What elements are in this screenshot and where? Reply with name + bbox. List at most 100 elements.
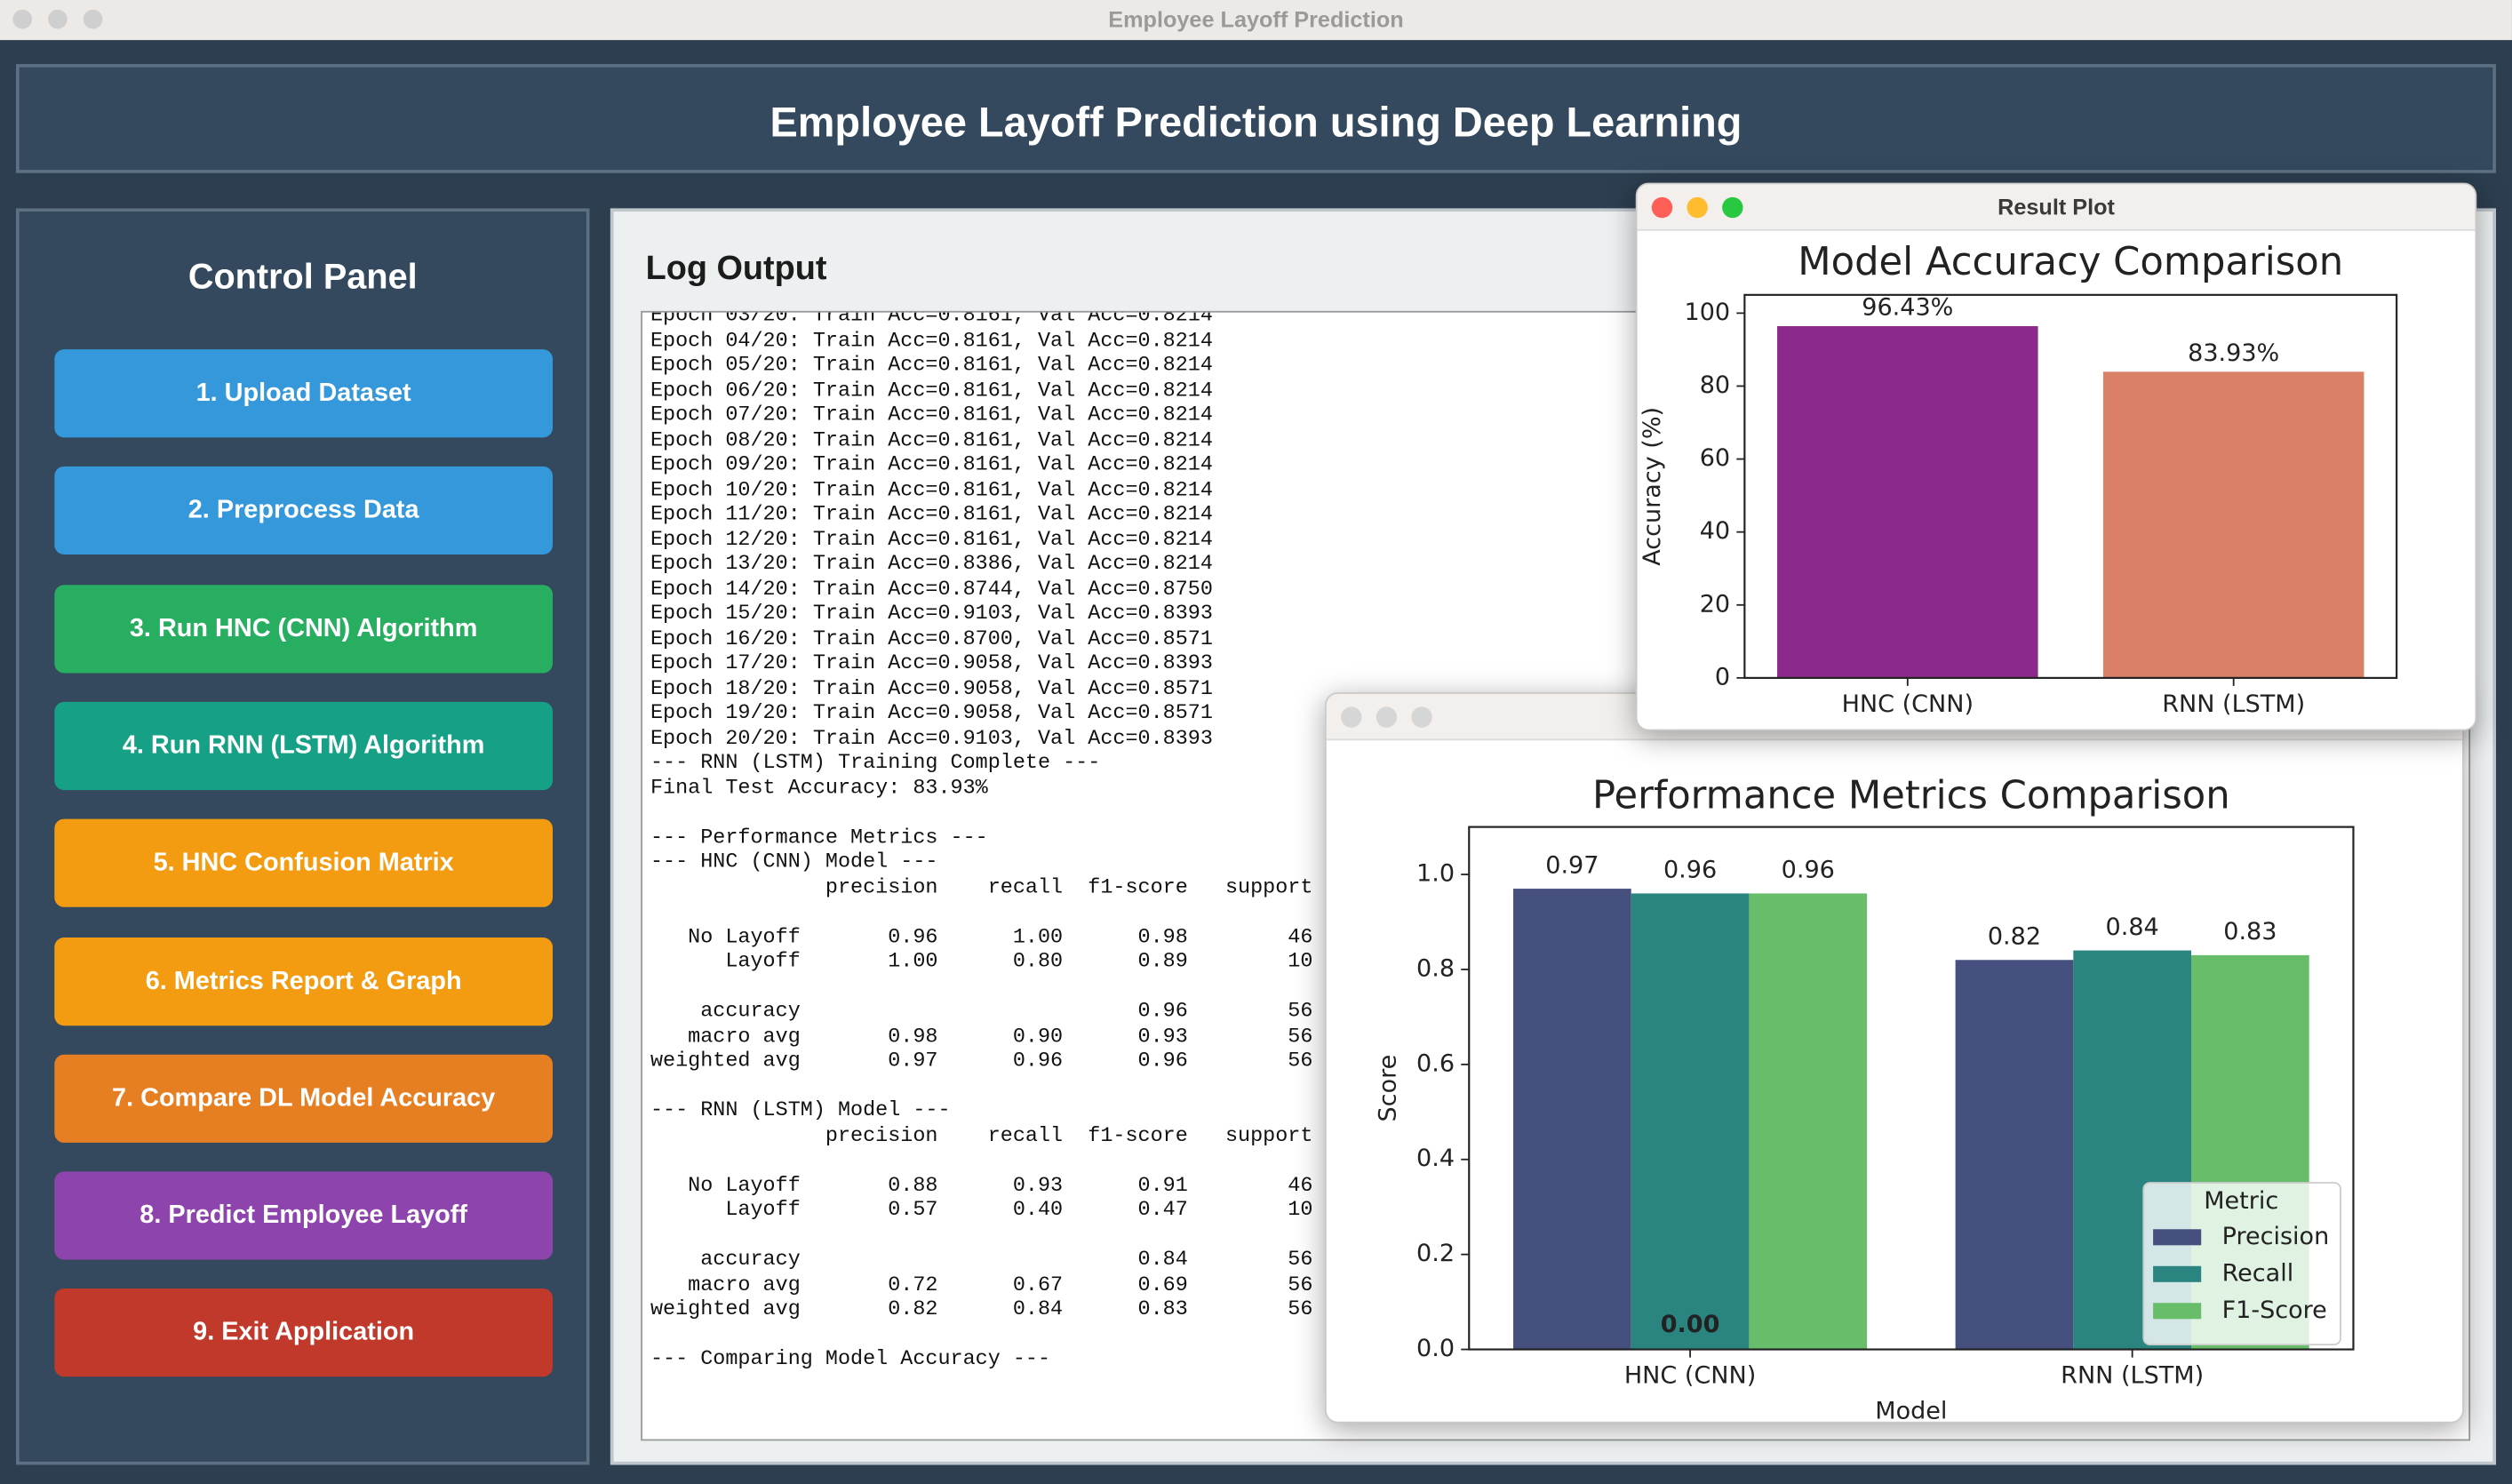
- log-line: Epoch 18/20: Train Acc=0.9058, Val Acc=0…: [650, 675, 1213, 700]
- legend-label: Recall: [2222, 1259, 2294, 1287]
- zoom-light[interactable]: [1411, 706, 1432, 728]
- log-block: --- Comparing Model Accuracy ---: [650, 1346, 1312, 1371]
- control-button[interactable]: 2. Preprocess Data: [54, 467, 554, 555]
- y-tick-label: 0.6: [1416, 1049, 1455, 1077]
- bar: [1631, 893, 1750, 1350]
- log-line: macro avg 0.72 0.67 0.69 56: [650, 1272, 1313, 1297]
- log-line: Epoch 14/20: Train Acc=0.8744, Val Acc=0…: [650, 576, 1213, 601]
- close-light[interactable]: [1651, 196, 1673, 219]
- log-line: Epoch 15/20: Train Acc=0.9103, Val Acc=0…: [650, 601, 1213, 626]
- value-label: 83.93%: [2188, 339, 2279, 367]
- y-tick-label: 0.4: [1416, 1145, 1455, 1172]
- log-line: Epoch 10/20: Train Acc=0.8161, Val Acc=0…: [650, 476, 1213, 501]
- control-panel-title: Control Panel: [187, 256, 418, 297]
- legend-swatch: [2153, 1229, 2202, 1246]
- log-line: --- Performance Metrics ---: [650, 824, 988, 849]
- legend-title: Metric: [2204, 1187, 2278, 1215]
- minimize-light[interactable]: [1376, 706, 1398, 728]
- log-block: No Layoff 0.88 0.93 0.91 46 Layoff 0.57 …: [650, 1172, 1312, 1222]
- legend-swatch: [2153, 1265, 2202, 1282]
- y-tick-label: 1.0: [1416, 860, 1455, 888]
- y-tick-label: 100: [1685, 299, 1731, 326]
- x-tick-label: RNN (LSTM): [2162, 690, 2305, 718]
- log-line: precision recall f1-score support: [650, 1122, 1313, 1147]
- minimize-light[interactable]: [1687, 196, 1708, 219]
- y-tick-label: 80: [1700, 371, 1730, 399]
- log-line: Layoff 1.00 0.80 0.89 10: [650, 948, 1313, 973]
- log-line: --- RNN (LSTM) Model ---: [650, 1097, 951, 1122]
- x-tick-label: RNN (LSTM): [2061, 1362, 2204, 1390]
- log-line: macro avg 0.98 0.90 0.93 56: [650, 1023, 1313, 1048]
- log-line: Epoch 08/20: Train Acc=0.8161, Val Acc=0…: [650, 427, 1213, 451]
- control-button[interactable]: 8. Predict Employee Layoff: [54, 1171, 554, 1260]
- log-line: Final Test Accuracy: 83.93%: [650, 774, 988, 800]
- control-button[interactable]: 3. Run HNC (CNN) Algorithm: [54, 584, 554, 673]
- log-block: No Layoff 0.96 1.00 0.98 46 Layoff 1.00 …: [650, 924, 1312, 974]
- log-line: --- Comparing Model Accuracy ---: [650, 1345, 1051, 1370]
- zoom-light[interactable]: [1722, 196, 1743, 219]
- y-tick-label: 60: [1700, 444, 1730, 472]
- metrics-chart: Performance Metrics Comparison HNC (CNN) 0…: [1375, 774, 2355, 1422]
- log-line: Epoch 06/20: Train Acc=0.8161, Val Acc=0…: [650, 377, 1213, 402]
- log-line: precision recall f1-score support: [650, 874, 1313, 898]
- legend-label: F1-Score: [2222, 1297, 2327, 1324]
- log-line: Epoch 17/20: Train Acc=0.9058, Val Acc=0…: [650, 650, 1213, 675]
- y-tick-label: 20: [1700, 590, 1730, 618]
- value-label: 96.43%: [1862, 294, 1953, 322]
- chart-title: Model Accuracy Comparison: [1798, 240, 2343, 284]
- metrics-window: Performance Metrics Comparison HNC (CNN) 0…: [1324, 692, 2464, 1424]
- control-button[interactable]: 9. Exit Application: [54, 1289, 554, 1377]
- minimize-light[interactable]: [48, 9, 68, 29]
- log-line: Epoch 20/20: Train Acc=0.9103, Val Acc=0…: [650, 725, 1213, 750]
- control-panel: Control Panel 1. Upload Dataset 2. Prepro…: [16, 208, 590, 1465]
- axes-frame: [1468, 826, 2355, 1351]
- y-tick-label: 40: [1700, 517, 1730, 545]
- close-light[interactable]: [1341, 706, 1362, 728]
- log-line: Epoch 11/20: Train Acc=0.8161, Val Acc=0…: [650, 501, 1213, 526]
- value-label: 0.96: [1782, 857, 1835, 884]
- result-window-title: Result Plot: [1998, 194, 2115, 220]
- result-window-titlebar: Result Plot: [1637, 184, 2476, 231]
- log-block: accuracy 0.96 56 macro avg 0.98 0.90 0.9…: [650, 999, 1312, 1073]
- log-line: No Layoff 0.96 1.00 0.98 46: [650, 923, 1313, 948]
- accuracy-chart: Model Accuracy Comparison HNC (CNN) 96.43%…: [1639, 240, 2398, 718]
- chart-title: Performance Metrics Comparison: [1592, 774, 2230, 818]
- bar: [1513, 889, 1631, 1350]
- bar: [1955, 960, 2074, 1350]
- close-light[interactable]: [12, 9, 33, 29]
- control-button[interactable]: 1. Upload Dataset: [54, 349, 554, 438]
- log-block: accuracy 0.84 56 macro avg 0.72 0.67 0.6…: [650, 1247, 1312, 1321]
- control-button[interactable]: 6. Metrics Report & Graph: [54, 937, 554, 1025]
- log-line: Epoch 19/20: Train Acc=0.9058, Val Acc=0…: [650, 700, 1213, 725]
- log-line: Epoch 13/20: Train Acc=0.8386, Val Acc=0…: [650, 551, 1213, 576]
- x-tick-label: HNC (CNN): [1624, 1362, 1756, 1390]
- value-label: 0.84: [2106, 914, 2159, 941]
- log-line: --- RNN (LSTM) Training Complete ---: [650, 750, 1101, 775]
- log-line: Epoch 03/20: Train Acc=0.8161, Val Acc=0…: [650, 310, 1213, 327]
- log-block: --- Performance Metrics --- --- HNC (CNN)…: [650, 825, 1312, 899]
- control-button[interactable]: 7. Compare DL Model Accuracy: [54, 1054, 554, 1143]
- x-tick-label: HNC (CNN): [1842, 690, 1974, 718]
- value-label: 0.82: [1988, 923, 2041, 951]
- value-label: 0.97: [1545, 851, 1599, 879]
- bar: [1749, 893, 1868, 1350]
- bar: [2102, 371, 2364, 678]
- log-line: Epoch 16/20: Train Acc=0.8700, Val Acc=0…: [650, 626, 1213, 650]
- y-tick-label: 0.8: [1416, 954, 1455, 982]
- zoom-light[interactable]: [83, 9, 103, 29]
- value-label: 0.83: [2223, 918, 2277, 945]
- log-block: --- RNN (LSTM) Model --- precision recal…: [650, 1097, 1312, 1147]
- result-window: Result Plot Model Accuracy Comparison HNC…: [1635, 182, 2477, 731]
- log-line: --- HNC (CNN) Model ---: [650, 849, 938, 874]
- log-line: Epoch 12/20: Train Acc=0.8161, Val Acc=0…: [650, 526, 1213, 551]
- y-tick-label: 0: [1715, 663, 1730, 690]
- control-button[interactable]: 4. Run RNN (LSTM) Algorithm: [54, 701, 554, 790]
- log-line: No Layoff 0.88 0.93 0.91 46: [650, 1172, 1313, 1197]
- log-line: Epoch 09/20: Train Acc=0.8161, Val Acc=0…: [650, 451, 1213, 476]
- y-axis-label: Accuracy (%): [1639, 407, 1666, 566]
- control-button[interactable]: 5. HNC Confusion Matrix: [54, 818, 554, 908]
- log-line: Epoch 04/20: Train Acc=0.8161, Val Acc=0…: [650, 327, 1213, 352]
- y-axis-label: Score: [1375, 1055, 1402, 1122]
